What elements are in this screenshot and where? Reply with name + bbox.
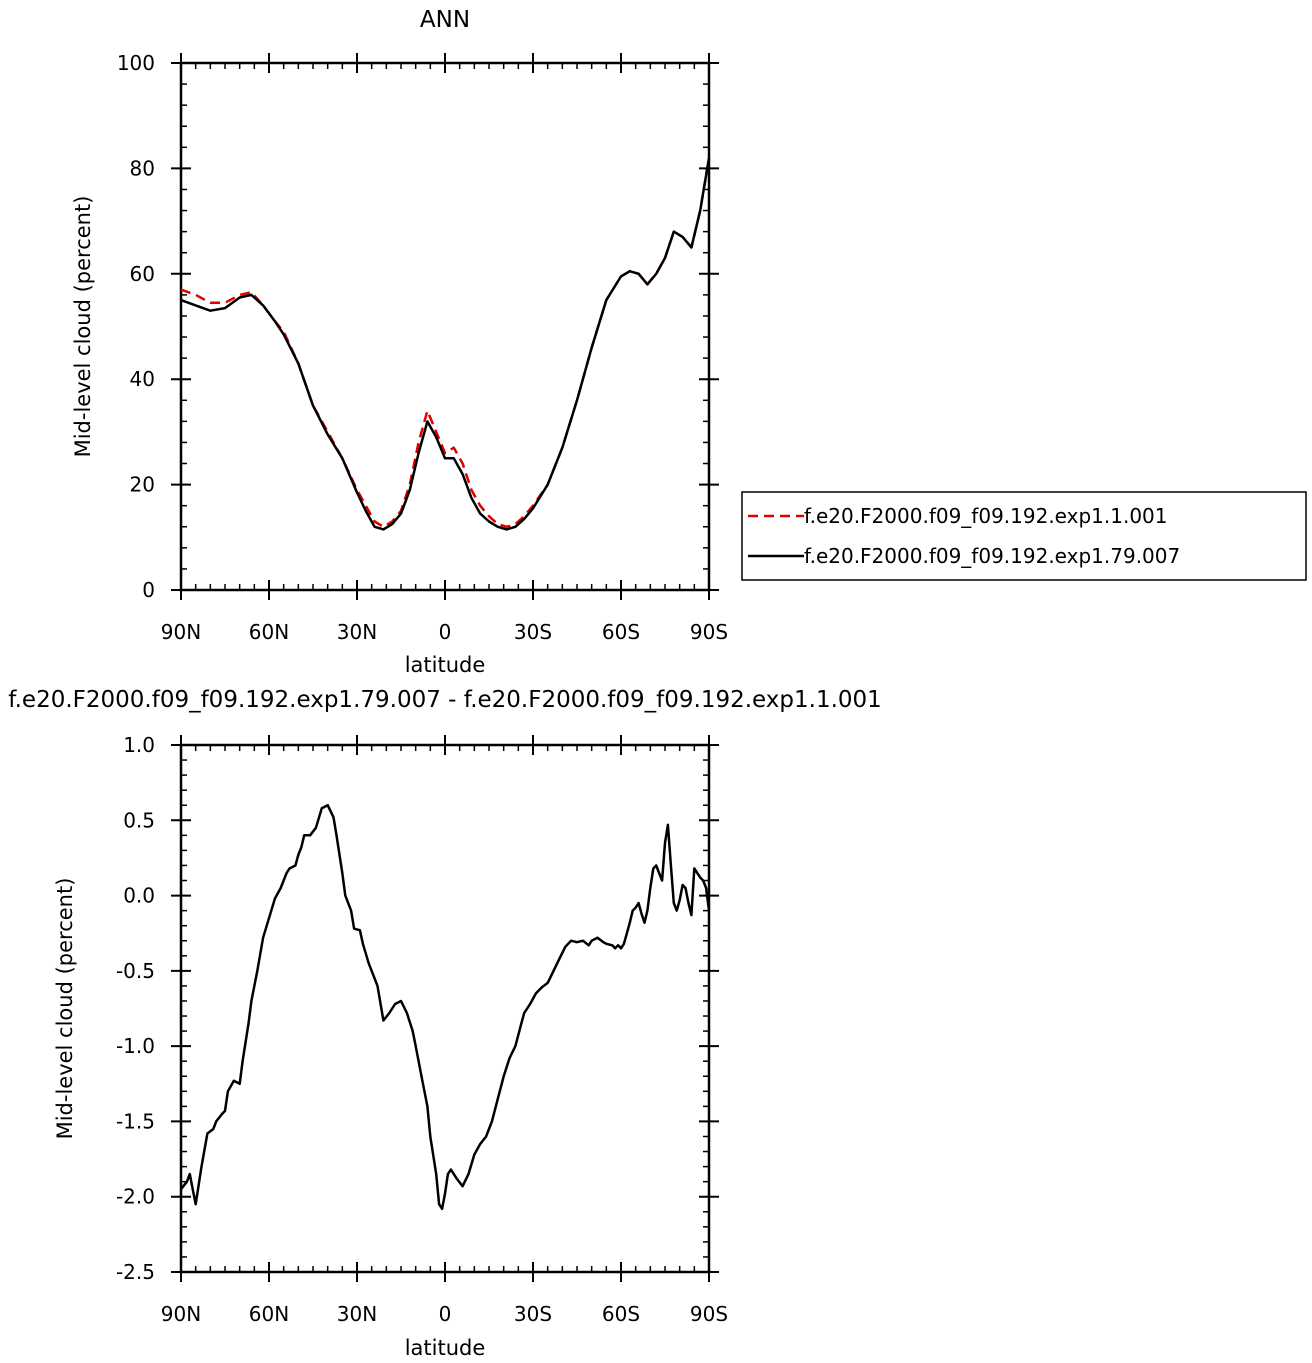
x-tick-label: 60S bbox=[602, 1302, 640, 1326]
x-tick-label: 60S bbox=[602, 620, 640, 644]
chart-title: ANN bbox=[420, 7, 470, 33]
panel-1: ANN 90N 60N 30N 0 30S 60S 90S 0 20 40 60 80 100 latitu… bbox=[71, 7, 1307, 677]
panel-2: f.e20.F2000.f09_f09.192.exp1.79.007 - f.… bbox=[8, 687, 882, 1360]
legend-box bbox=[741, 491, 1307, 581]
y-tick-label: 100 bbox=[117, 51, 155, 75]
x-tick-label: 60N bbox=[249, 1302, 289, 1326]
x-tick-label: 0 bbox=[439, 1302, 452, 1326]
legend-label: f.e20.F2000.f09_f09.192.exp1.1.001 bbox=[804, 504, 1168, 528]
y-tick-label: -1.5 bbox=[116, 1109, 155, 1133]
series-line-1 bbox=[180, 157, 711, 529]
x-tick-label: 90N bbox=[161, 1302, 201, 1326]
legend-label: f.e20.F2000.f09_f09.192.exp1.79.007 bbox=[804, 544, 1180, 568]
y-tick-label: 0.0 bbox=[123, 884, 155, 908]
y-tick-label: 60 bbox=[130, 262, 155, 286]
series-line-2 bbox=[180, 157, 711, 531]
y-axis-label: Mid-level cloud (percent) bbox=[71, 196, 95, 458]
y-tick-label: 0.5 bbox=[123, 808, 155, 832]
plot-frame bbox=[179, 61, 711, 592]
x-axis-label: latitude bbox=[405, 653, 486, 677]
y-tick-label: 20 bbox=[130, 473, 155, 497]
x-tick-label: 90S bbox=[690, 1302, 728, 1326]
y-tick-label: -2.0 bbox=[116, 1185, 155, 1209]
x-tick-label: 0 bbox=[439, 620, 452, 644]
legend: f.e20.F2000.f09_f09.192.exp1.1.001 f.e20.… bbox=[741, 491, 1307, 581]
y-tick-label: 1.0 bbox=[123, 733, 155, 757]
chart-title: f.e20.F2000.f09_f09.192.exp1.79.007 - f.… bbox=[8, 687, 882, 713]
y-tick-label: -1.0 bbox=[116, 1034, 155, 1058]
y-tick-label: 40 bbox=[130, 367, 155, 391]
x-tick-label: 60N bbox=[249, 620, 289, 644]
series-line-1 bbox=[180, 803, 711, 1211]
x-tick-label: 90S bbox=[690, 620, 728, 644]
y-tick-label: 80 bbox=[130, 156, 155, 180]
x-axis-label: latitude bbox=[405, 1336, 486, 1360]
y-tick-label: -2.5 bbox=[116, 1260, 155, 1284]
x-tick-label: 30S bbox=[514, 1302, 552, 1326]
x-tick-label: 30S bbox=[514, 620, 552, 644]
x-tick-label: 30N bbox=[337, 1302, 377, 1326]
x-tick-label: 30N bbox=[337, 620, 377, 644]
x-tick-label: 90N bbox=[161, 620, 201, 644]
y-tick-label: 0 bbox=[142, 578, 155, 602]
y-tick-label: -0.5 bbox=[116, 959, 155, 983]
y-axis-label: Mid-level cloud (percent) bbox=[53, 878, 77, 1140]
